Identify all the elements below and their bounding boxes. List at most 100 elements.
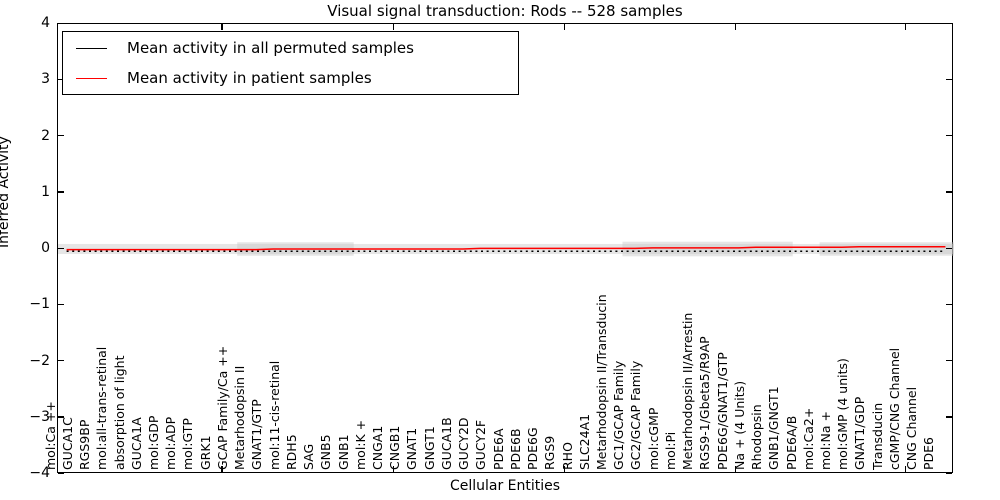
- x-category-label: GNB1: [335, 434, 351, 470]
- y-tick-mark: [58, 360, 64, 362]
- chart-title: Visual signal transduction: Rods -- 528 …: [327, 2, 683, 20]
- permuted-spread-band: [819, 242, 954, 256]
- x-category-label: mol:GTP: [180, 418, 196, 470]
- x-category-label: GUCA1A: [128, 417, 144, 470]
- x-tick-mark: [221, 24, 223, 30]
- x-category-label: Transducin: [869, 402, 885, 470]
- y-tick-label: −3: [29, 408, 50, 425]
- legend-line-swatch-patient-icon: [76, 77, 107, 79]
- legend-label-patient: Mean activity in patient samples: [127, 69, 372, 87]
- y-tick-mark: [946, 191, 952, 193]
- x-category-label: mol:all-trans-retinal: [94, 346, 110, 470]
- y-tick-mark: [946, 78, 952, 81]
- y-tick-mark: [58, 247, 64, 249]
- plot-svg: [58, 241, 954, 257]
- y-tick-label: −4: [29, 465, 50, 481]
- y-tick-mark: [58, 472, 64, 474]
- x-category-label: RGS9-1/Gbeta5/R9AP: [697, 336, 713, 470]
- y-tick-mark: [946, 416, 952, 418]
- plot-area: mol:Ca ++ GUCA1C RGS9BP mol:all-trans-retin…: [43, 22, 954, 474]
- x-tick-mark: [392, 466, 394, 472]
- x-category-label: GC1/GCAP Family: [611, 360, 627, 470]
- x-category-label: PDE6A: [490, 428, 506, 470]
- x-category-label: mol:Ca2+: [800, 407, 816, 470]
- x-category-label: mol:Na +: [818, 411, 833, 470]
- y-tick-label: −1: [29, 296, 50, 313]
- x-category-label: GUCA1C: [59, 417, 75, 470]
- legend-item-patient: Mean activity in patient samples: [63, 66, 518, 90]
- x-category-label: mol:GDP: [146, 415, 161, 470]
- x-tick-mark: [221, 466, 223, 472]
- x-category-label: GNAT1/GTP: [249, 399, 265, 470]
- x-category-label: Na + (4 Units): [731, 380, 747, 470]
- legend-line-swatch-permuted-icon: [76, 47, 107, 49]
- x-category-label: CNGA1: [370, 425, 385, 470]
- y-tick-mark: [58, 22, 64, 24]
- x-tick-mark: [734, 24, 737, 30]
- y-tick-mark: [946, 303, 952, 306]
- y-tick-label: 4: [41, 15, 50, 31]
- x-category-label: mol:cGMP: [645, 407, 661, 470]
- x-tick-mark: [905, 466, 907, 472]
- x-category-label: PDE6A/B: [783, 415, 799, 470]
- y-tick-mark: [946, 22, 952, 24]
- x-category-label: RHO: [559, 442, 575, 470]
- y-tick-mark: [58, 135, 64, 137]
- y-tick-mark: [58, 416, 64, 418]
- x-category-label: cGMP/CNG Channel: [886, 347, 902, 470]
- y-tick-label: 2: [41, 127, 50, 144]
- x-category-label: GNGT1: [421, 426, 437, 470]
- x-category-label: Metarhodopsin II/Transducin: [594, 294, 609, 470]
- x-category-label: GNB5: [318, 434, 334, 470]
- x-category-label: Metarhodopsin II/Arrestin: [680, 312, 696, 470]
- x-category-label: PDE6B: [507, 428, 523, 470]
- x-category-label: SLC24A1: [576, 413, 592, 470]
- x-category-label: GUCA1B: [438, 417, 454, 470]
- x-category-label: GCAP Family/Ca ++: [214, 345, 230, 470]
- y-tick-mark: [58, 303, 64, 306]
- y-tick-label: −2: [29, 352, 50, 369]
- x-tick-mark: [563, 466, 565, 472]
- x-category-label: PDE6G: [525, 427, 541, 470]
- series-line-patient: [66, 246, 946, 251]
- y-tick-mark: [946, 247, 952, 249]
- legend-label-permuted: Mean activity in all permuted samples: [127, 39, 414, 57]
- x-category-label: GUCY2D: [456, 417, 472, 470]
- x-category-label: RGS9BP: [77, 419, 93, 470]
- x-category-label: GNB1/GNGT1: [766, 386, 782, 470]
- y-tick-label: 1: [41, 183, 50, 200]
- x-category-label: GNAT1/GDP: [852, 396, 868, 470]
- legend: Mean activity in all permuted samples Me…: [62, 31, 519, 95]
- legend-item-permuted: Mean activity in all permuted samples: [63, 36, 518, 60]
- x-category-label: mol:K +: [352, 419, 368, 470]
- x-tick-mark: [734, 466, 737, 472]
- y-tick-label: 3: [41, 71, 50, 88]
- y-tick-mark: [946, 135, 952, 137]
- x-category-label: PDE6G/GNAT1/GTP: [714, 352, 730, 470]
- y-tick-mark: [946, 360, 952, 362]
- x-category-label: GUCY2F: [473, 419, 489, 470]
- x-category-label: SAG: [301, 443, 317, 470]
- y-tick-mark: [946, 472, 952, 474]
- y-tick-label: 0: [41, 240, 50, 256]
- x-category-label: mol:GMP (4 units): [835, 358, 851, 470]
- x-category-label: RGS9: [542, 435, 558, 470]
- x-category-label: Rhodopsin: [749, 404, 765, 470]
- x-category-label: mol:Pi: [662, 431, 678, 470]
- x-category-label: mol:ADP: [163, 416, 179, 470]
- x-tick-mark: [563, 24, 565, 30]
- x-tick-mark: [392, 24, 394, 30]
- x-tick-mark: [905, 24, 907, 30]
- x-category-label: PDE6: [921, 436, 937, 470]
- x-category-label: CNGB1: [387, 425, 403, 470]
- x-axis-label: Cellular Entities: [449, 478, 561, 494]
- permuted-spread-band: [622, 241, 793, 257]
- x-category-label: Metarhodopsin II: [232, 365, 248, 470]
- x-category-label: RDH5: [283, 434, 299, 470]
- x-category-label: absorption of light: [111, 355, 127, 470]
- x-category-label: GC2/GCAP Family: [628, 360, 644, 470]
- x-category-label: CNG Channel: [904, 386, 920, 470]
- x-category-label: mol:11-cis-retinal: [266, 360, 282, 470]
- y-tick-mark: [58, 78, 64, 81]
